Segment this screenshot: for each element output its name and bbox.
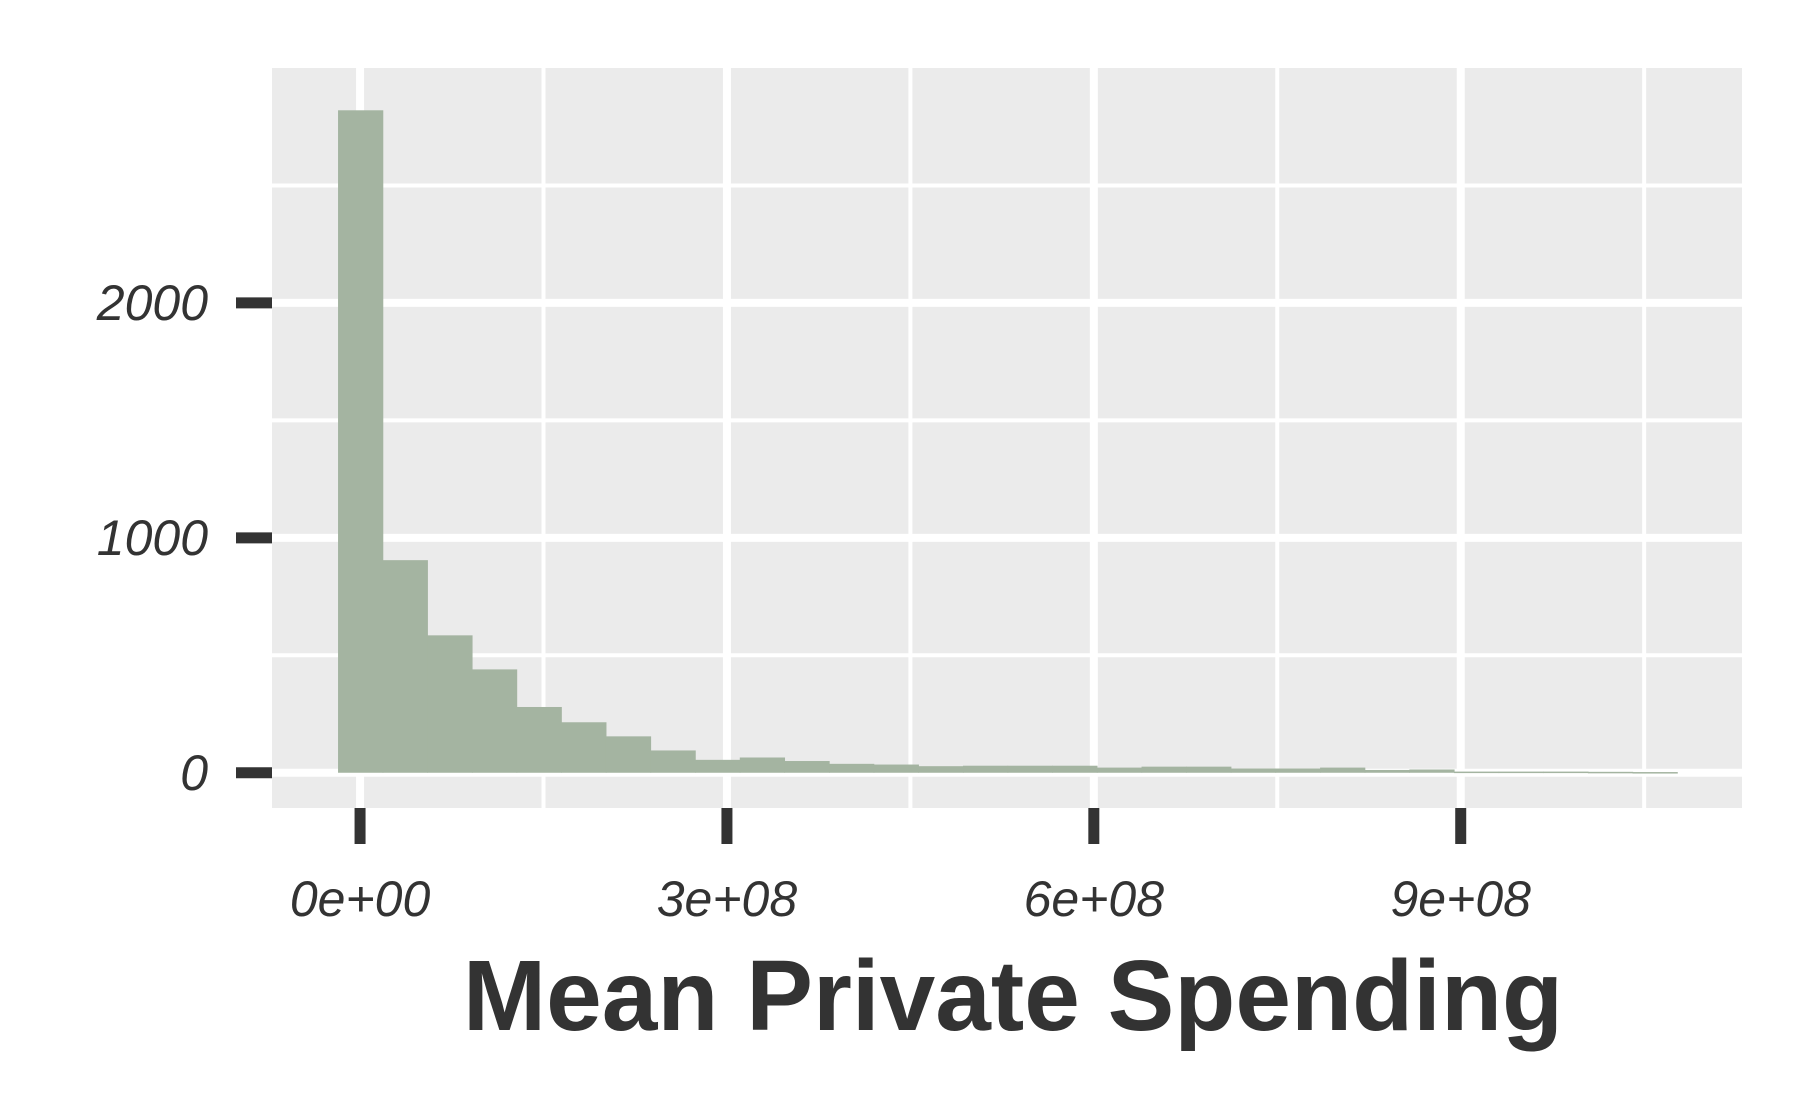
histogram-bar	[1141, 766, 1187, 773]
histogram-bar	[650, 750, 696, 773]
histogram-bar	[1275, 768, 1321, 773]
histogram-bar	[605, 736, 652, 773]
y-tick-label: 1000	[97, 510, 208, 566]
x-tick-label: 9e+08	[1391, 871, 1532, 927]
y-tick-label: 0	[180, 745, 208, 801]
histogram-bar	[739, 757, 786, 773]
minor-grid-lines	[272, 68, 1742, 808]
histogram-bar	[1364, 769, 1410, 773]
histogram-bar	[427, 635, 473, 773]
histogram-bar	[561, 722, 607, 773]
histogram-bar	[873, 764, 919, 773]
y-axis: 0 1000 2000	[96, 275, 272, 801]
histogram-bar	[1409, 769, 1455, 773]
x-axis-title: Mean Private Spending	[463, 940, 1563, 1052]
histogram-bar	[695, 759, 741, 773]
histogram-bar	[1587, 771, 1634, 774]
histogram-bar	[918, 766, 964, 773]
histogram-bar	[1320, 767, 1366, 773]
histogram-bar	[1186, 766, 1232, 773]
histogram-bar	[1007, 765, 1053, 773]
histogram-bar	[1453, 771, 1500, 774]
histogram-bar	[382, 560, 428, 773]
histogram-bars	[338, 110, 1678, 774]
x-tick-label: 0e+00	[290, 871, 431, 927]
histogram-bar	[829, 763, 875, 773]
x-tick-label: 3e+08	[657, 871, 798, 927]
histogram-bar	[1498, 771, 1544, 774]
histogram-bar	[1230, 768, 1277, 773]
y-tick-label: 2000	[96, 275, 208, 331]
histogram-bar	[1052, 765, 1098, 773]
histogram-bar	[962, 765, 1009, 773]
histogram-bar	[784, 761, 830, 773]
histogram-bar	[1096, 767, 1143, 773]
histogram-bar	[1632, 772, 1678, 774]
histogram-bar	[516, 706, 562, 773]
histogram-bar	[471, 669, 518, 773]
x-tick-label: 6e+08	[1024, 871, 1165, 927]
histogram-bar	[338, 110, 384, 773]
x-axis: 0e+00 3e+08 6e+08 9e+08	[290, 808, 1531, 927]
histogram-bar	[1543, 771, 1589, 774]
